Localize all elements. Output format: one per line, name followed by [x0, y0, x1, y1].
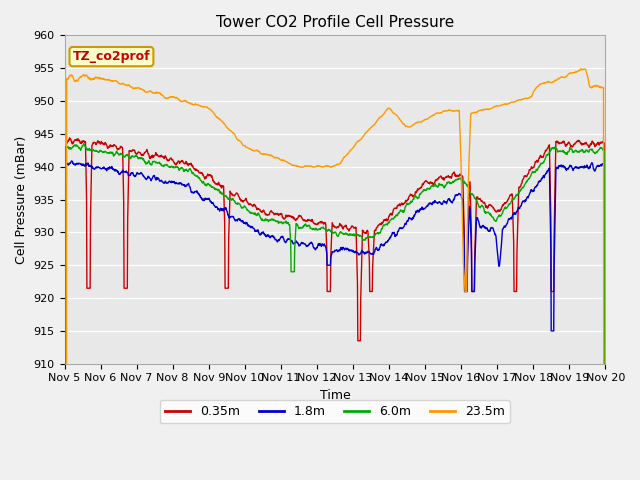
Title: Tower CO2 Profile Cell Pressure: Tower CO2 Profile Cell Pressure — [216, 15, 454, 30]
Legend: 0.35m, 1.8m, 6.0m, 23.5m: 0.35m, 1.8m, 6.0m, 23.5m — [160, 400, 510, 423]
Y-axis label: Cell Pressure (mBar): Cell Pressure (mBar) — [15, 135, 28, 264]
Text: TZ_co2prof: TZ_co2prof — [72, 50, 150, 63]
X-axis label: Time: Time — [319, 389, 350, 402]
